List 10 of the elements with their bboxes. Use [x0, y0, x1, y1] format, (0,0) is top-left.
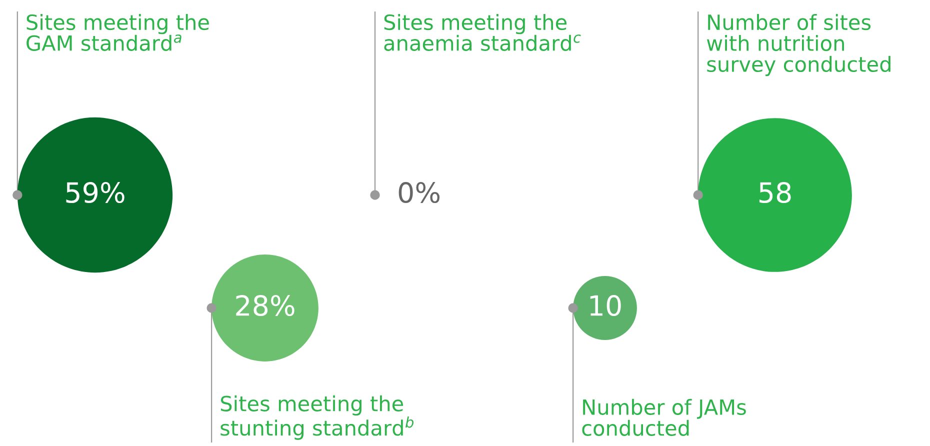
data-label: 0%	[398, 182, 440, 204]
category-label: Sites meeting the stunting standard$^{b}$	[220, 395, 414, 440]
data-label: 59%	[66, 182, 124, 204]
data-label: 28%	[236, 295, 294, 316]
data-label: 58	[759, 182, 791, 204]
category-label: Sites meeting the GAM standard$^{a}$	[26, 14, 209, 51]
category-label: Sites meeting the anaemia standard$^{c}$	[384, 14, 581, 51]
category-label: Number of sites with nutrition survey conducted	[706, 14, 890, 76]
category-label: Number of JAMs conducted	[582, 398, 746, 436]
data-label: 10	[590, 295, 621, 316]
